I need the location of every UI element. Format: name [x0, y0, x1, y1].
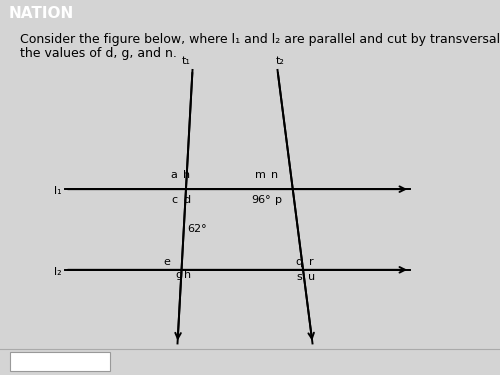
- Text: 62°: 62°: [188, 225, 208, 234]
- Text: the values of d, g, and n.: the values of d, g, and n.: [20, 47, 177, 60]
- Text: h: h: [184, 170, 190, 180]
- Text: m: m: [254, 170, 266, 180]
- Text: n: n: [272, 170, 278, 180]
- Text: h: h: [184, 270, 192, 280]
- Text: d: d: [184, 195, 190, 205]
- Text: t₂: t₂: [276, 56, 285, 66]
- Text: p: p: [274, 195, 281, 205]
- Text: NATION: NATION: [9, 6, 74, 21]
- Text: u: u: [308, 272, 315, 282]
- Text: r: r: [309, 257, 314, 267]
- Text: c: c: [171, 195, 177, 205]
- Text: g: g: [175, 270, 182, 280]
- FancyBboxPatch shape: [10, 352, 110, 372]
- Text: Consider the figure below, where l₁ and l₂ are parallel and cut by transversals : Consider the figure below, where l₁ and …: [20, 33, 500, 46]
- Text: 96°: 96°: [251, 195, 271, 205]
- Text: q: q: [296, 257, 302, 267]
- Text: s: s: [296, 272, 302, 282]
- Text: l₁: l₁: [54, 186, 62, 196]
- Text: a: a: [170, 170, 177, 180]
- Text: e: e: [163, 257, 170, 267]
- Text: l₂: l₂: [54, 267, 62, 277]
- Text: t₁: t₁: [182, 56, 190, 66]
